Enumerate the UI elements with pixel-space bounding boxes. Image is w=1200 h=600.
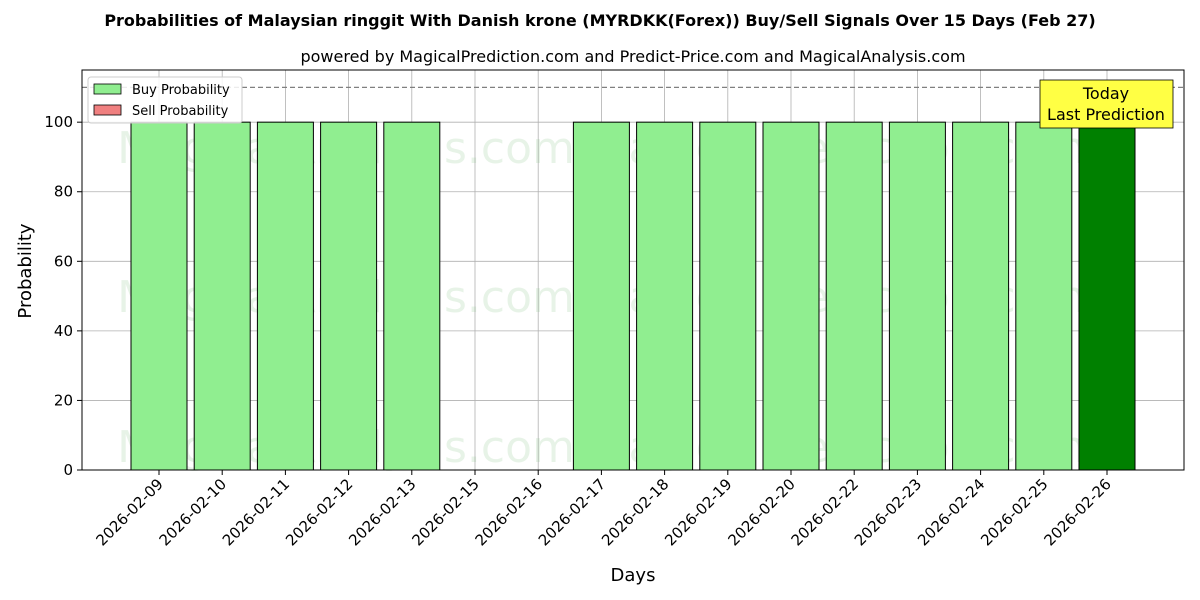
legend: Buy Probability Sell Probability: [87, 76, 243, 124]
bar-buy-2026-02-23: [888, 121, 946, 471]
annotation-line1: Today: [1082, 84, 1129, 103]
x-tick-label: 2026-02-19: [661, 475, 735, 549]
bar-buy-2026-02-12: [320, 121, 378, 471]
bar-buy-2026-02-10: [193, 121, 251, 471]
x-tick-label: 2026-02-09: [92, 475, 166, 549]
x-tick-label: 2026-02-22: [788, 475, 862, 549]
bar-buy-2026-02-26: [1078, 121, 1136, 471]
x-tick-label: 2026-02-25: [977, 475, 1051, 549]
legend-swatch-sell: [93, 104, 122, 116]
bar-buy-2026-02-11: [256, 121, 314, 471]
x-tick-label: 2026-02-16: [472, 475, 546, 549]
x-tick-label: 2026-02-24: [914, 475, 988, 549]
bar-buy-2026-02-24: [952, 121, 1010, 471]
bar-buy-2026-02-17: [572, 121, 630, 471]
legend-swatch-buy: [93, 83, 122, 95]
x-tick-label: 2026-02-12: [282, 475, 356, 549]
bar-buy-2026-02-22: [825, 121, 883, 471]
legend-label-sell: Sell Probability: [132, 104, 229, 119]
x-tick-label: 2026-02-10: [156, 475, 230, 549]
x-tick-label: 2026-02-13: [345, 475, 419, 549]
y-tick-label: 100: [44, 113, 73, 131]
y-axis-label: Probability: [15, 223, 36, 318]
legend-label-buy: Buy Probability: [132, 83, 230, 98]
y-tick-label: 0: [63, 461, 73, 479]
bar-buy-2026-02-09: [130, 121, 188, 471]
x-tick-label: 2026-02-20: [724, 475, 798, 549]
annotation-line2: Last Prediction: [1047, 105, 1165, 124]
plot-frame: [81, 69, 1185, 471]
bar-buy-2026-02-20: [762, 121, 820, 471]
annotation-box: [1039, 79, 1174, 129]
x-tick-label: 2026-02-23: [851, 475, 925, 549]
x-tick-label: 2026-02-26: [1040, 475, 1114, 549]
x-axis-ticks: 2026-02-092026-02-102026-02-112026-02-12…: [92, 470, 1115, 549]
today-annotation: Today Last Prediction: [1039, 79, 1174, 129]
y-axis-ticks: 0 20 40 60 80 100: [44, 113, 82, 479]
bar-buy-2026-02-13: [383, 121, 441, 471]
y-tick-label: 20: [54, 391, 73, 409]
x-axis-label: Days: [611, 565, 656, 586]
y-tick-label: 40: [54, 322, 73, 340]
legend-box: [87, 76, 243, 124]
bar-buy-2026-02-18: [636, 121, 694, 471]
chart-subtitle: powered by MagicalPrediction.com and Pre…: [300, 47, 965, 66]
bars: [130, 121, 1136, 471]
bar-buy-2026-02-19: [699, 121, 757, 471]
x-tick-label: 2026-02-11: [219, 475, 293, 549]
x-tick-label: 2026-02-17: [535, 475, 609, 549]
bar-buy-2026-02-25: [1015, 121, 1073, 471]
y-tick-label: 60: [54, 252, 73, 270]
x-tick-label: 2026-02-18: [598, 475, 672, 549]
x-tick-label: 2026-02-15: [408, 475, 482, 549]
y-tick-label: 80: [54, 183, 73, 201]
chart-title: Probabilities of Malaysian ringgit With …: [104, 11, 1095, 30]
